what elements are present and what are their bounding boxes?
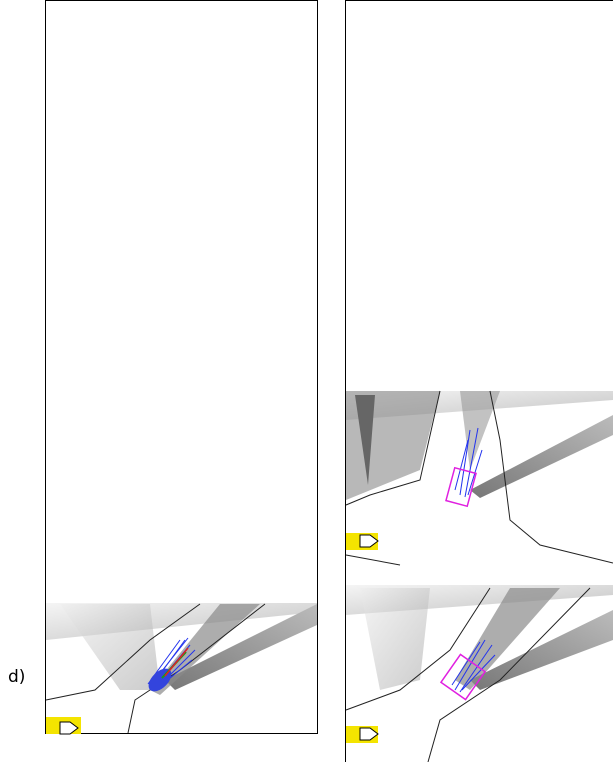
right-panel	[346, 1, 613, 762]
panel-label: d)	[8, 667, 25, 687]
figure: d)	[0, 0, 613, 762]
left-panel	[46, 1, 318, 735]
page: d) (() => { const data = JSON.parse(docu…	[0, 0, 613, 762]
